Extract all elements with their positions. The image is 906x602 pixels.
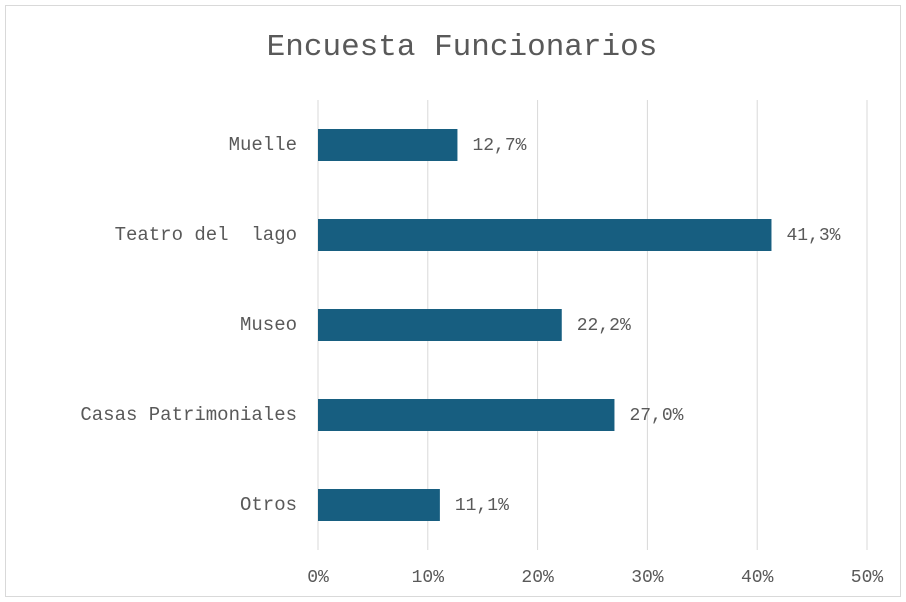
x-tick-label: 10% <box>412 568 445 588</box>
bar <box>318 489 440 521</box>
y-tick-label: Casas Patrimoniales <box>80 404 297 426</box>
bar <box>318 309 562 341</box>
data-label: 27,0% <box>629 406 683 426</box>
bar <box>318 399 615 431</box>
y-tick-label: Museo <box>240 314 297 336</box>
bar <box>318 129 458 161</box>
y-tick-label: Muelle <box>229 134 297 156</box>
data-label: 12,7% <box>472 136 526 156</box>
chart-title: Encuesta Funcionarios <box>267 30 658 65</box>
x-tick-label: 40% <box>741 568 774 588</box>
y-tick-label: Otros <box>240 494 297 516</box>
data-label: 41,3% <box>786 226 840 246</box>
y-tick-label: Teatro del lago <box>115 224 297 246</box>
data-label: 22,2% <box>577 316 631 336</box>
x-tick-label: 50% <box>851 568 884 588</box>
x-tick-label: 30% <box>631 568 664 588</box>
x-tick-label: 0% <box>307 568 329 588</box>
data-label: 11,1% <box>455 496 509 516</box>
chart-border <box>5 5 901 597</box>
bar <box>318 219 772 251</box>
x-tick-label: 20% <box>521 568 554 588</box>
